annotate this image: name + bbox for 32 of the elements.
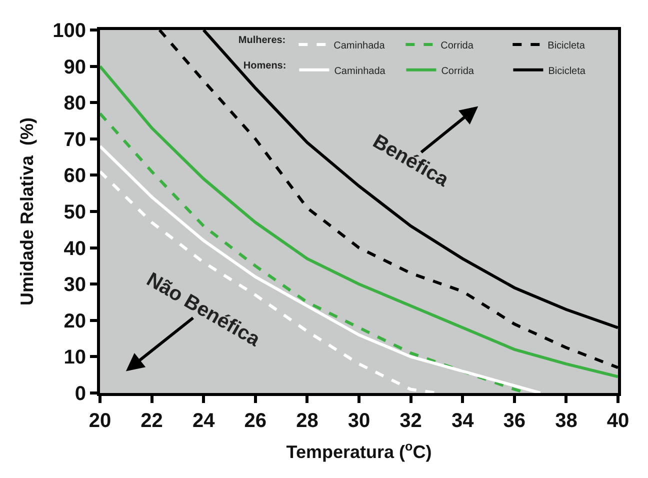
x-tick-label: 36 [503,410,526,432]
x-tick-label: 40 [606,410,630,432]
x-axis-title: Temperatura ($^{o}$C) [286,440,432,462]
legend-label: Bicicleta [548,40,586,52]
x-tick-label: 38 [555,410,578,432]
x-tick-label: 22 [140,410,163,432]
legend-label: Corrida [440,40,474,52]
x-tick-label: 20 [88,410,112,432]
x-tick-label: 24 [192,410,216,432]
legend-label: Corrida [441,66,474,77]
annotation: Homens: [243,60,286,72]
legend-label: Caminhada [334,66,386,77]
y-tick-label: 80 [64,92,86,115]
y-axis-title: Umidade Relativa (%) [16,117,37,306]
y-tick-label: 100 [52,20,86,42]
x-tick-label: 34 [451,410,475,432]
x-tick-label: 26 [244,410,267,432]
y-tick-label: 40 [64,238,86,260]
y-tick-label: 20 [64,310,86,332]
y-tick-label: 30 [64,274,86,296]
x-tick-label: 32 [400,410,422,432]
annotation: Mulheres: [238,35,286,46]
legend-label: Caminhada [334,40,386,52]
x-tick-label: 30 [348,410,370,432]
y-tick-label: 60 [64,165,86,188]
y-tick-label: 90 [64,56,86,78]
y-tick-label: 70 [64,128,86,151]
y-tick-label: 10 [64,346,86,369]
legend-label: Bicicleta [548,66,586,77]
x-tick-label: 28 [296,410,318,432]
y-tick-label: 50 [64,202,86,224]
y-tick-label: 0 [74,383,86,405]
